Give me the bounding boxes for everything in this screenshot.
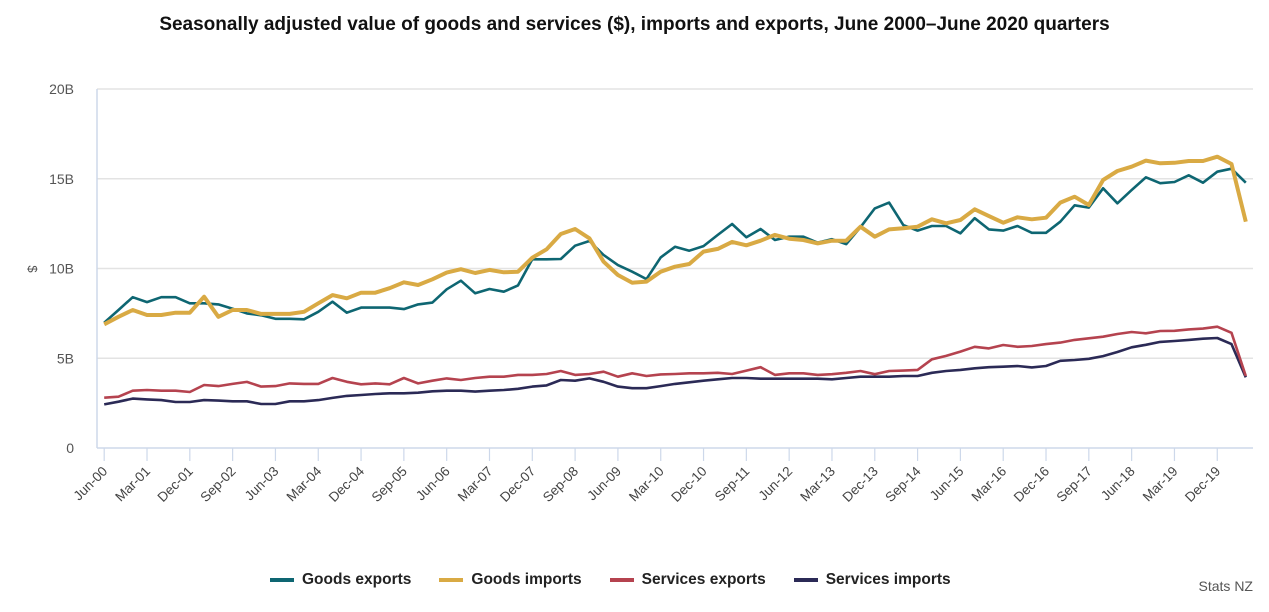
x-tick-label: Dec-19 [1182,464,1223,505]
x-tick-label: Jun-06 [413,464,453,504]
x-tick-label: Mar-04 [284,463,325,504]
legend-label: Services exports [641,571,766,588]
x-tick-label: Mar-19 [1140,464,1181,505]
x-tick-label: Dec-07 [497,464,538,505]
x-tick-label: Mar-13 [797,464,838,505]
series-line-services-imports [103,336,1247,406]
x-tick-label: Jun-09 [584,464,624,504]
source-credit: Stats NZ [1198,578,1253,594]
x-tick-label: Jun-18 [1098,464,1138,504]
x-tick-label: Mar-16 [968,464,1009,505]
legend-item-goods-imports[interactable]: Goods imports [439,571,582,589]
y-tick-label: 0 [66,440,74,456]
x-tick-label: Jun-12 [755,464,795,504]
x-tick-label: Dec-13 [840,464,881,505]
legend-swatch [270,578,294,582]
x-tick-label: Mar-07 [455,464,496,505]
x-axis-ticks: Jun-00 Mar-01 Dec-01 Sep-02 Jun-03 Mar-04 Dec-… [71,448,1223,505]
x-tick-label: Sep-05 [369,464,410,505]
x-tick-label: Sep-08 [540,464,581,505]
chart-title: Seasonally adjusted value of goods and s… [159,14,1110,35]
x-tick-label: Dec-10 [668,464,709,505]
x-tick-label: Sep-11 [712,464,753,505]
x-tick-label: Sep-14 [882,463,924,505]
y-tick-label: 5B [57,350,74,366]
legend-item-services-exports[interactable]: Services exports [609,571,766,589]
x-tick-label: Mar-01 [112,464,153,505]
series-line-services-exports [104,325,1248,399]
series-line-goods-exports [103,167,1247,324]
x-tick-label: Mar-10 [626,464,667,505]
x-tick-label: Jun-03 [242,464,282,504]
legend-item-goods-exports[interactable]: Goods exports [270,571,411,589]
series-line-goods-imports [103,154,1248,327]
x-tick-label: Sep-17 [1054,464,1095,505]
legend-swatch [609,578,634,582]
x-tick-label: Jun-00 [71,464,111,504]
y-tick-label: 10B [49,261,74,277]
y-axis-ticks: 0 5B 10B 15B 20B [49,81,74,456]
legend-label: Goods imports [471,571,582,588]
y-tick-label: 15B [49,171,74,187]
legend-swatch [439,578,464,582]
x-tick-label: Jun-15 [927,464,967,504]
legend: Goods exports Goods imports Services exp… [270,571,951,589]
legend-item-services-imports[interactable]: Services imports [793,571,951,589]
y-tick-label: 20B [49,81,74,97]
legend-label: Goods exports [302,571,412,588]
x-tick-label: Dec-16 [1011,464,1052,505]
axes [96,89,1253,449]
legend-swatch [793,578,818,582]
x-tick-label: Dec-04 [326,463,368,505]
x-tick-label: Dec-01 [155,464,196,505]
x-tick-label: Sep-02 [197,464,238,505]
y-axis-label: $ [25,265,40,273]
legend-label: Services imports [825,571,951,588]
series-lines [103,154,1248,406]
